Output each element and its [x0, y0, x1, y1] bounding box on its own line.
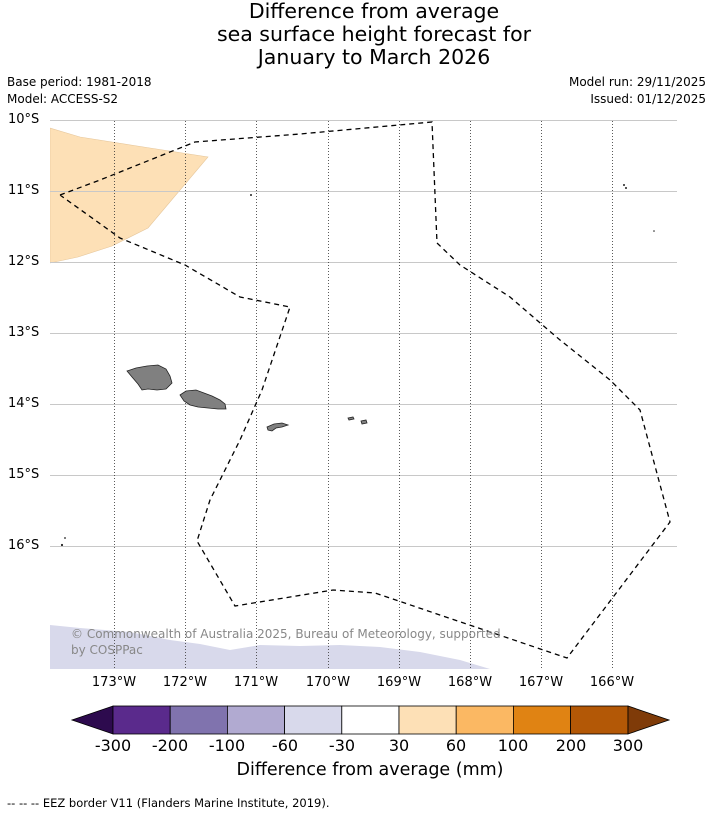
upolu-island	[179, 389, 227, 410]
lat-label: 11°S	[8, 183, 40, 198]
small-island	[623, 184, 625, 186]
colorbar-tick: 60	[445, 736, 467, 755]
title-line-1: Difference from average	[248, 0, 500, 23]
colorbar-tick: -300	[94, 736, 132, 755]
map-title: Difference from average sea surface heig…	[0, 0, 713, 69]
lat-label: 13°S	[8, 325, 40, 340]
lon-label: 169°W	[376, 675, 422, 690]
copyright-credit: © Commonwealth of Australia 2025, Bureau…	[71, 627, 501, 657]
colorbar-bin-4	[284, 705, 343, 735]
colorbar-tick: -60	[271, 736, 299, 755]
small-island	[653, 230, 655, 232]
colorbar-tick: -30	[328, 736, 356, 755]
colorbar-tick: 200	[555, 736, 587, 755]
colorbar-tick: 300	[612, 736, 644, 755]
small-island	[60, 543, 64, 547]
colorbar-bin-7	[455, 705, 514, 735]
savaii-island	[126, 364, 173, 391]
colorbar-tick: 100	[497, 736, 529, 755]
colorbar-bin-6	[398, 705, 457, 735]
lon-label: 166°W	[589, 675, 635, 690]
lon-label: 173°W	[91, 675, 137, 690]
colorbar-tick: 30	[388, 736, 410, 755]
small-island	[250, 194, 252, 196]
small-island	[625, 187, 627, 189]
lat-label: 14°S	[8, 396, 40, 411]
colorbar-tick: -100	[208, 736, 246, 755]
colorbar	[70, 705, 671, 735]
small-island	[64, 537, 66, 539]
negative-anomaly-region	[50, 625, 490, 669]
positive-anomaly-region	[50, 127, 209, 264]
lat-label: 12°S	[8, 254, 40, 269]
issued-date: Issued: 01/12/2025	[590, 92, 706, 106]
tutuila-island	[266, 422, 290, 432]
colorbar-bin-1	[112, 705, 171, 735]
model-run: Model run: 29/11/2025	[568, 75, 706, 89]
model-name: Model: ACCESS-S2	[7, 92, 119, 106]
lat-label: 10°S	[8, 112, 40, 127]
lon-label: 168°W	[447, 675, 493, 690]
base-period: Base period: 1981-2018	[7, 75, 152, 89]
colorbar-tick: -200	[151, 736, 189, 755]
meta-left: Base period: 1981-2018 Model: ACCESS-S2	[7, 74, 152, 108]
lon-label: 171°W	[233, 675, 279, 690]
lat-label: 15°S	[8, 467, 40, 482]
title-line-2: sea surface height forecast for	[216, 22, 532, 46]
colorbar-bin-8	[513, 705, 572, 735]
eez-border-line	[59, 121, 671, 659]
meta-right: Model run: 29/11/2025 Issued: 01/12/2025	[569, 74, 706, 108]
colorbar-bin-3	[226, 705, 285, 735]
lon-label: 172°W	[162, 675, 208, 690]
colorbar-title: Difference from average (mm)	[236, 760, 504, 780]
colorbar-bin-9	[570, 705, 629, 735]
lat-label: 16°S	[8, 538, 40, 553]
lon-label: 167°W	[518, 675, 564, 690]
colorbar-extend-high	[627, 705, 671, 735]
title-line-3: January to March 2026	[257, 45, 491, 69]
eez-footnote: -- -- -- EEZ border V11 (Flanders Marine…	[7, 796, 330, 810]
colorbar-bin-5	[341, 705, 400, 735]
tau-island	[360, 419, 368, 425]
colorbar-bin-2	[169, 705, 228, 735]
map-area	[50, 120, 677, 669]
lon-label: 170°W	[305, 675, 351, 690]
ofu-island	[347, 416, 355, 421]
colorbar-extend-low	[70, 705, 114, 735]
